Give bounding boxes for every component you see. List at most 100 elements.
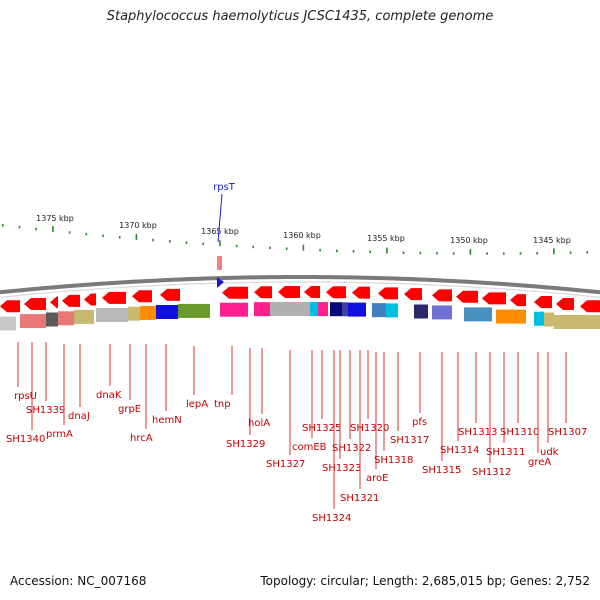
scale-tick	[386, 247, 388, 254]
scale-tick	[35, 227, 37, 231]
gene-label: SH1324	[312, 513, 351, 524]
gene-label: SH1317	[390, 435, 429, 446]
scale-tick	[18, 225, 21, 229]
scale-tick	[452, 252, 455, 255]
function-segment	[342, 302, 348, 317]
gene-label: pfs	[412, 417, 427, 428]
scale-tick	[185, 241, 188, 244]
kbp-tick-label: 1370 kbp	[119, 221, 157, 230]
gene-label: SH1310	[500, 427, 539, 438]
gene-arrow	[84, 293, 96, 306]
marker-line	[217, 193, 223, 243]
gene-label: lepA	[186, 399, 208, 410]
genome-summary-text: Topology: circular; Length: 2,685,015 bp…	[260, 574, 590, 588]
gene-label: SH1327	[266, 459, 305, 470]
gene-label: grpE	[118, 404, 141, 415]
gene-label: SH1315	[422, 465, 461, 476]
function-segment	[534, 311, 544, 326]
function-segment	[178, 303, 210, 318]
scale-tick	[219, 240, 221, 247]
scale-tick	[102, 234, 104, 237]
kbp-tick-label: 1355 kbp	[367, 234, 405, 243]
kbp-tick-label: 1360 kbp	[283, 231, 321, 240]
scale-tick	[336, 249, 338, 253]
backbone-shadow	[0, 281, 600, 298]
gene-label: dnaK	[96, 390, 122, 401]
function-segment	[414, 304, 428, 319]
scale-tick	[135, 234, 138, 240]
kbp-tick-label: 1365 kbp	[201, 227, 239, 236]
scale-tick	[52, 226, 54, 233]
function-segment	[96, 308, 128, 322]
gene-label: SH1320	[350, 423, 389, 434]
gene-label: SH1318	[374, 455, 413, 466]
function-segment	[58, 311, 74, 326]
gene-label: SH1313	[458, 427, 497, 438]
gene-arrow	[132, 290, 152, 303]
map-title: Staphylococcus haemolyticus JCSC1435, co…	[106, 9, 494, 24]
function-segment	[496, 309, 526, 324]
gene-arrow	[378, 287, 398, 300]
scale-tick	[436, 252, 438, 255]
function-segment	[544, 312, 554, 327]
marker-label: rpsT	[213, 182, 236, 193]
gene-arrow	[278, 286, 300, 299]
gene-label: comEB	[292, 442, 327, 453]
function-segment	[270, 302, 310, 316]
gene-arrow	[254, 286, 272, 299]
gene-arrow	[580, 300, 600, 313]
gene-arrow	[222, 286, 248, 299]
function-segment	[220, 302, 248, 317]
function-segment	[156, 305, 178, 319]
genome-backbone	[0, 275, 600, 298]
function-segment	[74, 309, 94, 324]
scale-tick	[553, 248, 555, 255]
scale-tick	[402, 251, 405, 254]
gene-label: SH1323	[322, 463, 361, 474]
scale-tick	[152, 238, 154, 242]
gene-label: SH1339	[26, 405, 65, 416]
gene-label: rpsU	[14, 391, 37, 402]
function-segment	[386, 303, 398, 318]
scale-tick	[235, 244, 238, 248]
scale-tick	[2, 224, 4, 227]
gene-arrow	[304, 286, 320, 299]
rpsT-marker[interactable]: rpsT	[213, 182, 236, 288]
function-segment	[464, 307, 492, 322]
kbp-tick-label: 1345 kbp	[533, 236, 571, 245]
function-segment	[140, 305, 156, 320]
scale-tick	[536, 252, 538, 255]
function-segment	[46, 312, 58, 327]
gene-label: tnp	[214, 399, 231, 410]
gene-arrow	[50, 296, 58, 309]
gene-arrow	[432, 289, 452, 302]
gene-label: SH1311	[486, 447, 525, 458]
gene-label: hemN	[152, 415, 182, 426]
function-segment	[310, 302, 318, 316]
kbp-scale: 1375 kbp 1370 kbp 1365 kbp 1360 kbp 1355 kbp…	[2, 214, 589, 255]
gene-arrow	[24, 297, 46, 310]
scale-tick	[352, 250, 355, 253]
scale-tick	[85, 232, 88, 236]
function-segment	[348, 302, 366, 317]
gene-label: SH1322	[332, 443, 371, 454]
gene-arrow	[534, 296, 552, 309]
function-segment	[20, 314, 46, 329]
gene-label: SH1325	[302, 423, 341, 434]
gene-label: holA	[248, 418, 270, 429]
gene-label: udk	[540, 447, 559, 458]
scale-tick	[118, 236, 121, 239]
gene-arrow	[326, 286, 346, 299]
gene-arrow	[160, 288, 180, 301]
scale-tick	[319, 248, 321, 252]
scale-tick	[503, 252, 505, 255]
function-segment	[128, 306, 140, 321]
gene-arrow	[62, 294, 80, 307]
gene-arrow	[482, 292, 506, 305]
scale-tick	[569, 251, 572, 254]
gene-label-leaders: rpsU SH1340 SH1339 prmA dnaJ dnaK grpE hrcA hemN…	[6, 342, 587, 524]
kbp-tick-label: 1375 kbp	[36, 214, 74, 223]
function-segment	[554, 315, 600, 329]
marker-bar	[217, 256, 222, 270]
